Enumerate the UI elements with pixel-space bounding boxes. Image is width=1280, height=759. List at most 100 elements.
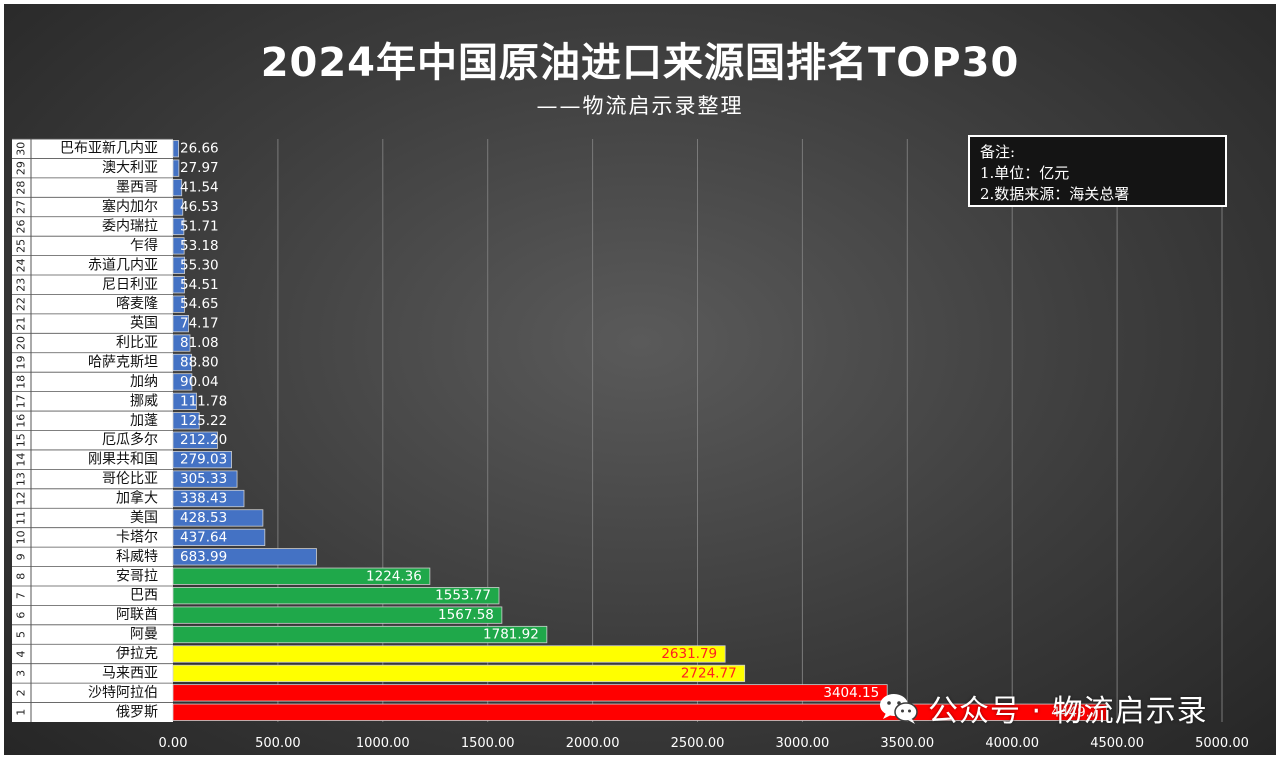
bar — [172, 178, 183, 197]
category-label: 塞内加尔 — [102, 198, 158, 215]
bar — [172, 314, 189, 333]
bar — [172, 159, 180, 177]
category-label: 哈萨克斯坦 — [88, 354, 158, 370]
note-box: 备注: 1.单位：亿元 2.数据来源：海关总署 — [968, 135, 1227, 207]
data-label: 26.66 — [180, 141, 219, 157]
data-label: 305.33 — [180, 471, 227, 487]
rank-number: 15 — [15, 433, 28, 447]
category-label: 刚果共和国 — [88, 452, 158, 468]
category-label: 乍得 — [130, 237, 158, 254]
category-label: 阿曼 — [130, 627, 158, 643]
rank-number: 5 — [15, 631, 28, 638]
category-label: 科威特 — [116, 549, 158, 565]
rank-number: 30 — [15, 142, 28, 156]
rank-number: 25 — [15, 239, 28, 253]
data-label: 27.97 — [180, 160, 219, 176]
rank-number: 9 — [15, 553, 28, 560]
x-tick-label: 3500.00 — [880, 736, 934, 751]
bar — [172, 684, 888, 702]
bar — [172, 276, 185, 294]
category-label: 伊拉克 — [116, 646, 158, 662]
chart-subtitle: ——物流启示录整理 — [536, 94, 744, 118]
data-label: 41.54 — [180, 180, 219, 196]
data-label: 111.78 — [180, 393, 227, 409]
rank-number: 26 — [15, 219, 28, 233]
data-label: 51.71 — [180, 218, 219, 234]
watermark: 公众号 · 物流启示录 — [878, 688, 1208, 729]
category-label: 赤道几内亚 — [88, 257, 158, 273]
rank-number: 17 — [15, 394, 28, 408]
rank-number: 20 — [15, 336, 28, 350]
x-tick-label: 2000.00 — [566, 736, 620, 751]
data-label: 437.64 — [180, 529, 227, 545]
rank-number: 13 — [15, 472, 28, 486]
data-label: 212.20 — [180, 432, 227, 448]
bar — [172, 295, 185, 313]
rank-number: 11 — [15, 511, 28, 525]
data-label: 46.53 — [180, 199, 219, 215]
x-tick-label: 0.00 — [159, 736, 188, 751]
x-tick-label: 500.00 — [255, 736, 301, 751]
data-label: 1567.58 — [438, 607, 494, 623]
data-label: 428.53 — [180, 510, 227, 526]
category-label: 巴西 — [130, 588, 158, 604]
bar — [172, 140, 179, 158]
data-label: 4449.7 — [1051, 704, 1098, 720]
x-tick-label: 4000.00 — [985, 736, 1039, 751]
bar — [172, 334, 191, 352]
category-label: 卡塔尔 — [116, 529, 158, 545]
rank-number: 4 — [15, 650, 28, 657]
rank-number: 6 — [15, 612, 28, 619]
rank-number: 19 — [15, 355, 28, 369]
bar — [172, 664, 746, 683]
category-label: 英国 — [130, 315, 158, 332]
bar — [172, 606, 503, 624]
category-label: 阿联酋 — [116, 606, 158, 623]
category-label: 巴布亚新几内亚 — [60, 141, 158, 157]
rank-number: 27 — [15, 200, 28, 214]
rank-number: 21 — [15, 317, 28, 331]
rank-number: 29 — [15, 161, 28, 175]
bar — [172, 703, 1107, 721]
data-label: 88.80 — [180, 354, 219, 370]
data-label: 74.17 — [180, 316, 219, 332]
x-tick-label: 2500.00 — [671, 736, 725, 751]
data-label: 53.18 — [180, 238, 219, 254]
rank-number: 10 — [15, 530, 28, 544]
category-label: 加蓬 — [130, 413, 158, 429]
rank-number: 22 — [15, 297, 28, 311]
x-tick-label: 3000.00 — [776, 736, 830, 751]
wechat-icon — [880, 694, 918, 724]
bar — [172, 392, 197, 410]
category-label: 委内瑞拉 — [102, 218, 158, 234]
bar — [172, 587, 500, 605]
data-label: 125.22 — [180, 413, 227, 429]
category-label: 安哥拉 — [116, 568, 158, 584]
x-tick-label: 4500.00 — [1090, 736, 1144, 751]
bar — [172, 237, 185, 255]
category-label: 马来西亚 — [102, 665, 158, 681]
bar — [172, 528, 266, 547]
category-label: 挪威 — [130, 393, 158, 409]
data-label: 683.99 — [180, 549, 227, 565]
note-heading: 备注: — [980, 143, 1016, 161]
category-label: 俄罗斯 — [116, 704, 158, 720]
bar — [172, 470, 238, 488]
data-label: 1553.77 — [435, 588, 491, 604]
rank-number: 23 — [15, 278, 28, 292]
category-label: 美国 — [130, 510, 158, 526]
bar — [172, 489, 245, 508]
category-label: 利比亚 — [116, 335, 158, 351]
bar — [172, 217, 185, 236]
bar — [172, 431, 218, 449]
x-tick-label: 5000.00 — [1195, 736, 1249, 751]
data-label: 279.03 — [180, 452, 227, 468]
rank-number: 7 — [15, 592, 28, 599]
data-label: 54.51 — [180, 277, 219, 293]
rank-number: 2 — [15, 689, 28, 696]
bar — [172, 548, 317, 566]
bar — [172, 451, 232, 469]
category-label: 尼日利亚 — [102, 277, 158, 293]
bar — [172, 625, 548, 644]
